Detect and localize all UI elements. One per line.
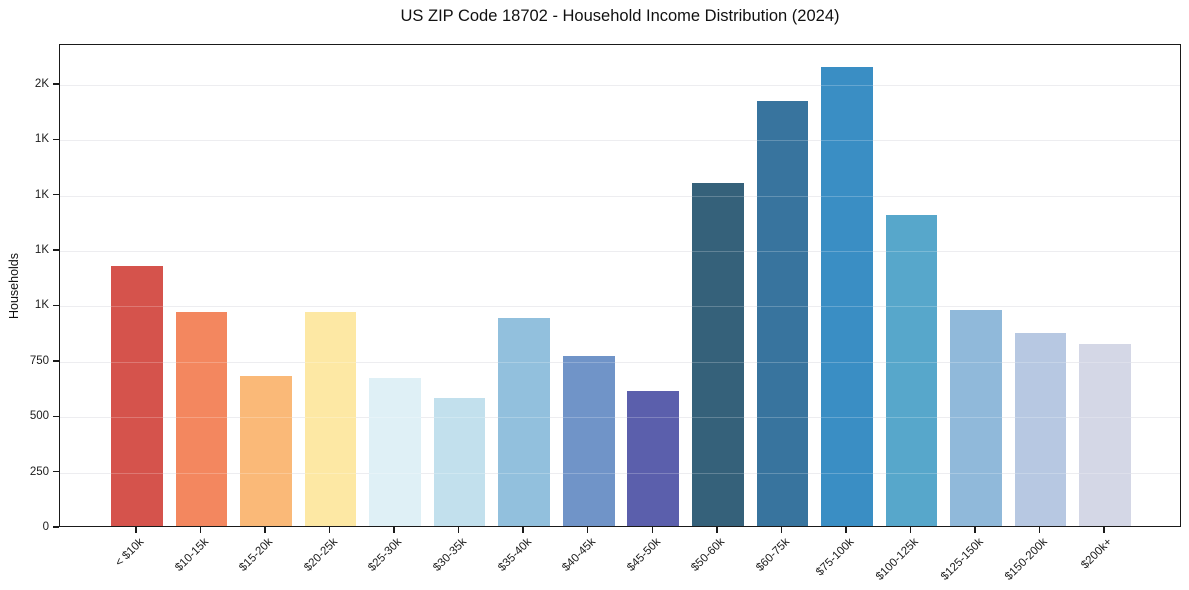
x-tick-label: $45-50k	[624, 536, 663, 574]
bar	[1014, 332, 1067, 526]
bar	[369, 378, 421, 526]
x-tick-label: $40-45k	[560, 536, 599, 574]
y-tick-label: 2K	[34, 77, 49, 90]
x-tick-mark	[909, 527, 912, 533]
gridline	[60, 472, 1180, 474]
y-tick-label: 1K	[34, 188, 49, 201]
x-tick-label: $35-40k	[495, 536, 534, 574]
y-tick-label: 0	[42, 521, 49, 533]
bar	[885, 214, 938, 526]
bar	[433, 397, 486, 526]
bar	[240, 376, 292, 526]
x-tick-label: $15-20k	[237, 536, 276, 574]
gridline	[60, 195, 1180, 197]
bar	[950, 310, 1002, 526]
y-tick-label: 1K	[34, 133, 49, 146]
y-tick-mark	[53, 526, 59, 528]
bar	[627, 390, 680, 526]
gridline-overlay	[60, 306, 1180, 308]
x-tick-mark	[651, 527, 653, 533]
x-tick-label: $150-200k	[1003, 536, 1051, 583]
gridline-overlay	[60, 251, 1180, 253]
gridline-overlay	[60, 140, 1180, 142]
y-tick-mark	[53, 470, 59, 473]
x-tick-mark	[1038, 527, 1041, 533]
y-tick-mark	[53, 415, 59, 417]
y-tick-mark	[53, 360, 59, 362]
y-tick-label: 1K	[34, 244, 49, 257]
gridline-overlay	[60, 195, 1180, 197]
gridline	[60, 306, 1180, 308]
x-tick-mark	[974, 527, 976, 533]
bar	[1079, 343, 1131, 526]
gridline	[60, 361, 1180, 363]
x-tick-label: $10-15k	[172, 536, 211, 574]
plot-area	[59, 44, 1181, 527]
y-tick-mark	[53, 193, 59, 196]
x-tick-mark	[587, 527, 589, 533]
x-tick-mark	[328, 527, 331, 533]
gridline-overlay	[60, 417, 1180, 419]
x-tick-mark	[1103, 527, 1105, 533]
x-tick-label: < $10k	[113, 536, 147, 570]
x-tick-label: $100-125k	[874, 536, 921, 583]
x-tick-label: $60-75k	[754, 536, 792, 574]
x-tick-label: $25-30k	[366, 536, 405, 574]
gridline-overlay	[60, 84, 1180, 86]
x-tick-label: $50-60k	[689, 536, 728, 574]
y-tick-label: 500	[29, 410, 49, 423]
gridline	[60, 84, 1180, 86]
x-tick-mark	[716, 527, 718, 533]
gridline	[60, 140, 1180, 142]
x-tick-label: $30-35k	[431, 536, 470, 574]
bar	[498, 318, 550, 526]
bar	[111, 266, 163, 526]
y-tick-label: 750	[29, 354, 49, 367]
x-tick-mark	[199, 527, 202, 533]
x-tick-mark	[780, 527, 783, 533]
gridline-overlay	[60, 472, 1180, 474]
bar	[562, 356, 615, 526]
gridline	[60, 417, 1180, 419]
bar	[692, 183, 744, 526]
y-tick-mark	[53, 304, 59, 307]
x-tick-mark	[845, 527, 847, 533]
x-tick-mark	[393, 527, 395, 533]
y-axis-title-box: Households	[0, 44, 28, 527]
x-tick-mark	[457, 527, 460, 533]
y-tick-label: 1K	[34, 299, 49, 312]
gridline	[60, 251, 1180, 253]
bar	[304, 311, 357, 526]
x-tick-label: $125-150k	[938, 536, 986, 583]
x-tick-mark	[522, 527, 524, 533]
x-tick-mark	[135, 527, 137, 533]
x-tick-mark	[264, 527, 266, 533]
bar	[756, 100, 809, 526]
gridline-overlay	[60, 361, 1180, 363]
chart-title: US ZIP Code 18702 - Household Income Dis…	[400, 7, 840, 25]
x-tick-label: $20-25k	[302, 536, 340, 574]
y-tick-mark	[53, 83, 59, 85]
bar	[821, 67, 873, 526]
bar	[175, 312, 228, 526]
x-tick-label: $75-100k	[814, 536, 857, 579]
x-tick-label: $200k+	[1079, 536, 1115, 572]
y-tick-label: 250	[29, 465, 49, 478]
y-tick-mark	[53, 249, 59, 251]
y-tick-mark	[53, 138, 59, 140]
